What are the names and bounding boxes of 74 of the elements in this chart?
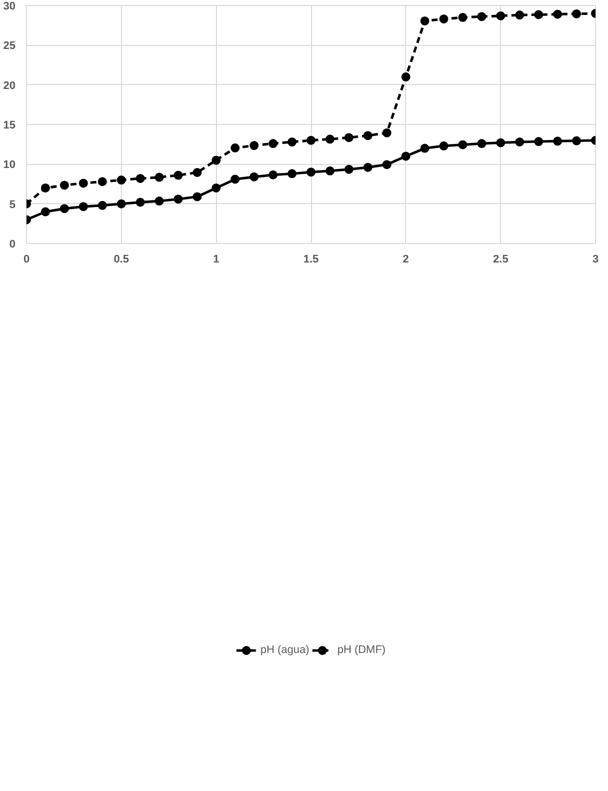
y-tick-label: 5 [9,198,16,211]
point [212,156,221,165]
y-tick-label: 25 [3,40,16,52]
point [192,168,202,177]
point [553,10,562,19]
x-tick-label: 3 [592,254,599,266]
point [477,12,486,22]
point [534,10,544,20]
point [325,134,334,144]
point [515,137,524,146]
point [306,136,316,145]
point [458,140,468,150]
point [344,133,354,142]
point [230,143,240,152]
point [60,204,69,214]
legend-label: pH (DMF) [337,644,386,656]
y-tick-label: 30 [3,0,16,12]
x-tick-label: 2 [402,254,409,266]
point [250,172,259,182]
point [136,198,145,207]
point [250,141,259,150]
point [288,169,297,178]
point [572,136,582,146]
point [553,136,562,146]
point [458,12,468,22]
y-tick-label: 10 [3,159,16,172]
legend-label: pH (agua) [260,644,310,656]
point [116,176,126,185]
point [420,16,430,26]
x-tick-label: 1 [213,254,220,266]
point [230,174,240,184]
point [40,207,50,216]
point [268,139,278,148]
point [382,160,392,170]
point [174,170,183,180]
x-tick-label: 2.5 [493,254,508,266]
y-tick-label: 20 [3,80,16,92]
point [40,183,50,192]
point [192,192,202,202]
point [325,166,334,176]
point [306,168,316,177]
point [439,141,448,150]
point [401,72,410,82]
point [420,144,430,153]
point [288,137,297,146]
point [212,183,221,192]
point [496,138,506,148]
point [98,177,107,186]
point [174,194,183,204]
point [98,200,107,210]
point [496,11,506,20]
point [363,162,372,172]
y-tick-label: 0 [9,238,16,250]
point [268,170,278,180]
point [154,172,164,182]
point [382,128,392,138]
point [78,202,88,212]
x-tick-label: 1.5 [303,254,319,266]
point [515,10,524,20]
x-tick-label: 0 [23,254,30,266]
point [439,14,448,24]
point [116,199,126,208]
point [60,180,69,190]
y-tick-label: 15 [3,120,16,132]
point [534,137,544,146]
point [477,139,486,148]
point [363,131,372,140]
point [344,164,354,174]
point [401,152,410,161]
point [136,174,145,183]
point [154,196,164,206]
point [572,9,582,18]
x-tick-label: 0.5 [114,254,129,266]
point [78,178,88,188]
